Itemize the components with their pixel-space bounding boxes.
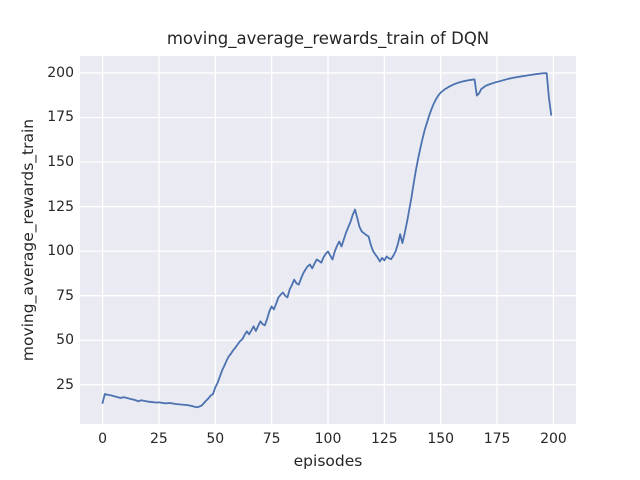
x-axis-label: episodes <box>293 452 363 470</box>
y-tick-label: 200 <box>47 64 74 81</box>
x-tick-label: 75 <box>262 431 281 447</box>
y-tick-label: 125 <box>47 198 74 215</box>
x-tick-label: 0 <box>98 431 107 447</box>
x-tick-label: 200 <box>540 431 567 447</box>
y-axis-label: moving_average_rewards_train <box>19 118 37 362</box>
x-tick-label: 125 <box>370 431 398 447</box>
y-tick-label: 175 <box>47 109 74 126</box>
chart-title: moving_average_rewards_train of DQN <box>166 29 490 48</box>
y-tick-label: 50 <box>56 332 74 349</box>
x-tick-label: 100 <box>314 431 342 447</box>
y-tick-label: 25 <box>56 376 74 393</box>
series-line <box>101 72 553 409</box>
y-tick-label: 150 <box>47 154 74 171</box>
grid-lines <box>80 56 576 424</box>
x-tick-label: 175 <box>483 431 511 447</box>
x-tick-label: 25 <box>149 431 168 447</box>
y-tick-label: 100 <box>47 243 74 260</box>
x-tick-label: 150 <box>427 431 455 447</box>
y-tick-label: 75 <box>56 287 74 304</box>
x-tick-label: 50 <box>206 431 225 447</box>
chart-line <box>101 72 553 409</box>
